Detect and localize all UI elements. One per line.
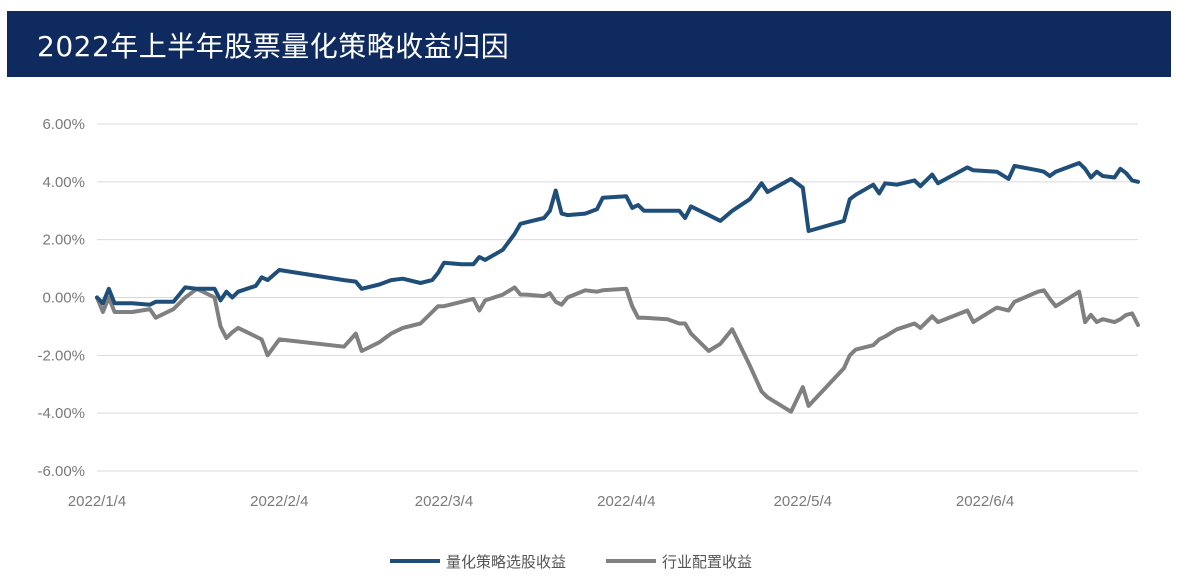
series-line-stock-selection [95, 161, 1140, 307]
y-tick-label: -2.00% [37, 347, 85, 364]
y-tick-label: 2.00% [42, 232, 85, 249]
x-tick-label: 2022/4/4 [597, 493, 655, 510]
legend-stock-selection-label: 量化策略选股收益 [446, 553, 566, 571]
header-banner: 2022年上半年股票量化策略收益归因 [7, 11, 1171, 77]
x-tick-label: 2022/5/4 [774, 493, 832, 510]
y-tick-label: -6.00% [37, 463, 85, 480]
x-tick-label: 2022/3/4 [415, 493, 473, 510]
x-tick-label: 2022/2/4 [250, 493, 308, 510]
y-tick-label: 4.00% [42, 174, 85, 191]
y-tick-label: 6.00% [42, 116, 85, 133]
y-tick-label: 0.00% [42, 290, 85, 307]
legend-industry-allocation-label: 行业配置收益 [662, 553, 752, 571]
series-line-industry-allocation [95, 285, 1140, 414]
x-tick-label: 2022/6/4 [956, 493, 1014, 510]
y-tick-label: -4.00% [37, 405, 85, 422]
x-tick-label: 2022/1/4 [68, 493, 126, 510]
page-title: 2022年上半年股票量化策略收益归因 [37, 30, 510, 63]
